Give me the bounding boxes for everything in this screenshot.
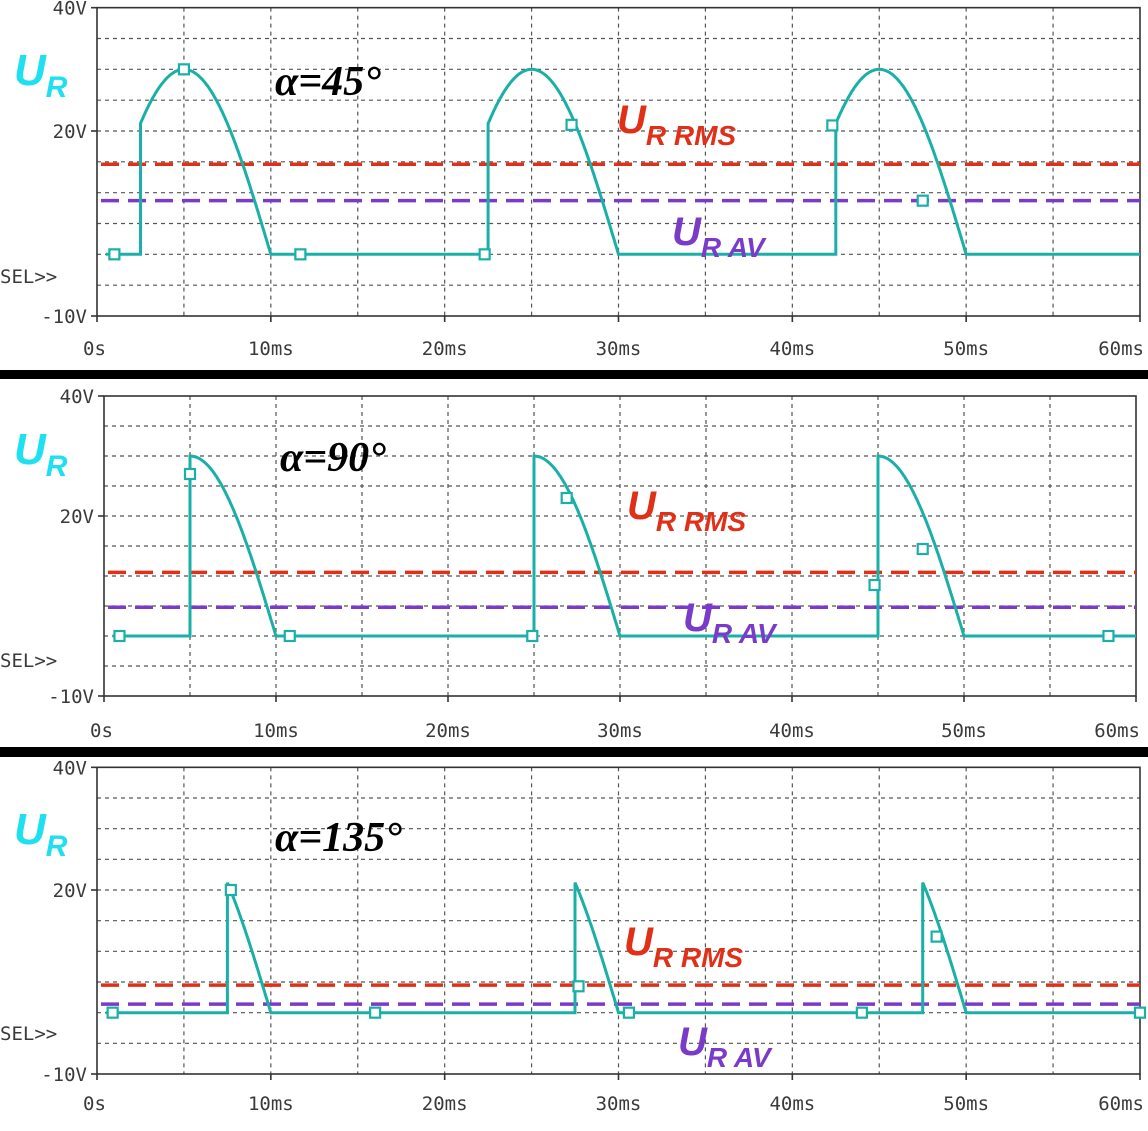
x-tick-label: 30ms (596, 1093, 642, 1115)
y-tick-label: -10V (41, 1064, 87, 1086)
ur-trace (105, 882, 1140, 1015)
alpha-annotation: α=135° (275, 815, 402, 861)
trace-marker (526, 629, 539, 643)
sel-label: SEL>> (0, 650, 57, 672)
x-tick-label: 20ms (422, 1093, 468, 1115)
x-tick-label: 30ms (596, 338, 642, 360)
alpha-annotation: α=45° (275, 59, 381, 105)
y-tick-label: -10V (48, 686, 94, 708)
x-tick-label: 60ms (1098, 338, 1144, 360)
grid-lines (97, 7, 1140, 316)
x-tick-label: 20ms (422, 338, 468, 360)
sel-label: SEL>> (0, 266, 57, 288)
alpha-annotation: α=90° (280, 435, 386, 481)
y-tick-label: 20V (53, 880, 87, 902)
sel-label: SEL>> (0, 1023, 57, 1045)
x-tick-label: 0s (90, 720, 113, 742)
x-tick-label: 60ms (1094, 720, 1140, 742)
ur-trace (105, 67, 1140, 256)
x-tick-label: 60ms (1098, 1093, 1144, 1115)
x-tick-label: 0s (83, 1093, 106, 1115)
y-tick-label: 40V (53, 0, 87, 20)
x-tick-label: 40ms (769, 1093, 815, 1115)
av-label: UR AV (672, 210, 767, 263)
grid-lines (97, 767, 1140, 1074)
trace-marker (622, 1006, 636, 1019)
x-tick-label: 50ms (943, 338, 989, 360)
ur-trace (112, 454, 1136, 638)
chart-panel-alpha-90: 40V 20V -10V 0s 10ms 20ms 30ms 40ms 50ms 60ms SEL>… (0, 379, 1148, 747)
x-tick-label: 30ms (597, 720, 643, 742)
x-tick-label: 20ms (425, 720, 471, 742)
rms-label: UR RMS (617, 98, 736, 151)
trace-marker (565, 118, 578, 131)
trace-marker (916, 542, 929, 556)
y-tick-label: 20V (60, 506, 94, 528)
x-tick-label: 50ms (941, 720, 987, 742)
trace-marker (855, 1006, 868, 1019)
chart-svg: 40V 20V -10V 0s 10ms 20ms 30ms 40ms 50ms 60ms SEL>… (0, 0, 1144, 360)
y-tick-label: 40V (53, 757, 87, 779)
trace-marker (183, 467, 197, 481)
ur-label: UR (14, 805, 68, 863)
trace-marker (106, 1006, 119, 1019)
trace-marker (108, 248, 121, 261)
trace-marker (916, 194, 929, 207)
trace-marker (930, 930, 943, 943)
x-tick-label: 0s (83, 338, 106, 360)
trace-marker (560, 491, 573, 505)
ur-label: UR (14, 425, 68, 483)
x-tick-label: 40ms (769, 720, 815, 742)
av-label: UR AV (678, 1020, 773, 1073)
av-label: UR AV (683, 596, 778, 649)
y-tick-label: 20V (53, 121, 87, 143)
x-tick-label: 50ms (943, 1093, 989, 1115)
trace-marker (572, 980, 585, 993)
rms-label: UR RMS (624, 920, 743, 973)
trace-marker (177, 63, 191, 76)
trace-marker (1102, 629, 1115, 643)
grid-lines (104, 396, 1136, 696)
chart-panel-alpha-45: 40V 20V -10V 0s 10ms 20ms 30ms 40ms 50ms 60ms SEL>… (0, 0, 1148, 370)
trace-marker (369, 1006, 382, 1019)
trace-marker (1133, 1006, 1147, 1019)
x-tick-label: 10ms (253, 720, 299, 742)
trace-marker (294, 248, 307, 261)
trace-marker (113, 629, 126, 643)
chart-svg: 40V 20V -10V 0s 10ms 20ms 30ms 40ms 50ms 60ms SEL>… (0, 757, 1147, 1115)
trace-marker (224, 883, 237, 897)
chart-svg: 40V 20V -10V 0s 10ms 20ms 30ms 40ms 50ms 60ms SEL>… (0, 386, 1140, 742)
x-tick-label: 10ms (248, 1093, 294, 1115)
trace-marker (478, 248, 491, 261)
ur-label: UR (14, 46, 68, 104)
rms-label: UR RMS (627, 484, 746, 537)
trace-marker (868, 578, 881, 592)
chart-panel-alpha-135: 40V 20V -10V 0s 10ms 20ms 30ms 40ms 50ms 60ms SEL>… (0, 757, 1148, 1131)
y-tick-label: 40V (60, 386, 94, 408)
y-tick-label: -10V (41, 306, 87, 328)
x-tick-label: 40ms (769, 338, 815, 360)
trace-marker (283, 629, 296, 643)
trace-marker (826, 119, 839, 132)
x-tick-label: 10ms (248, 338, 294, 360)
